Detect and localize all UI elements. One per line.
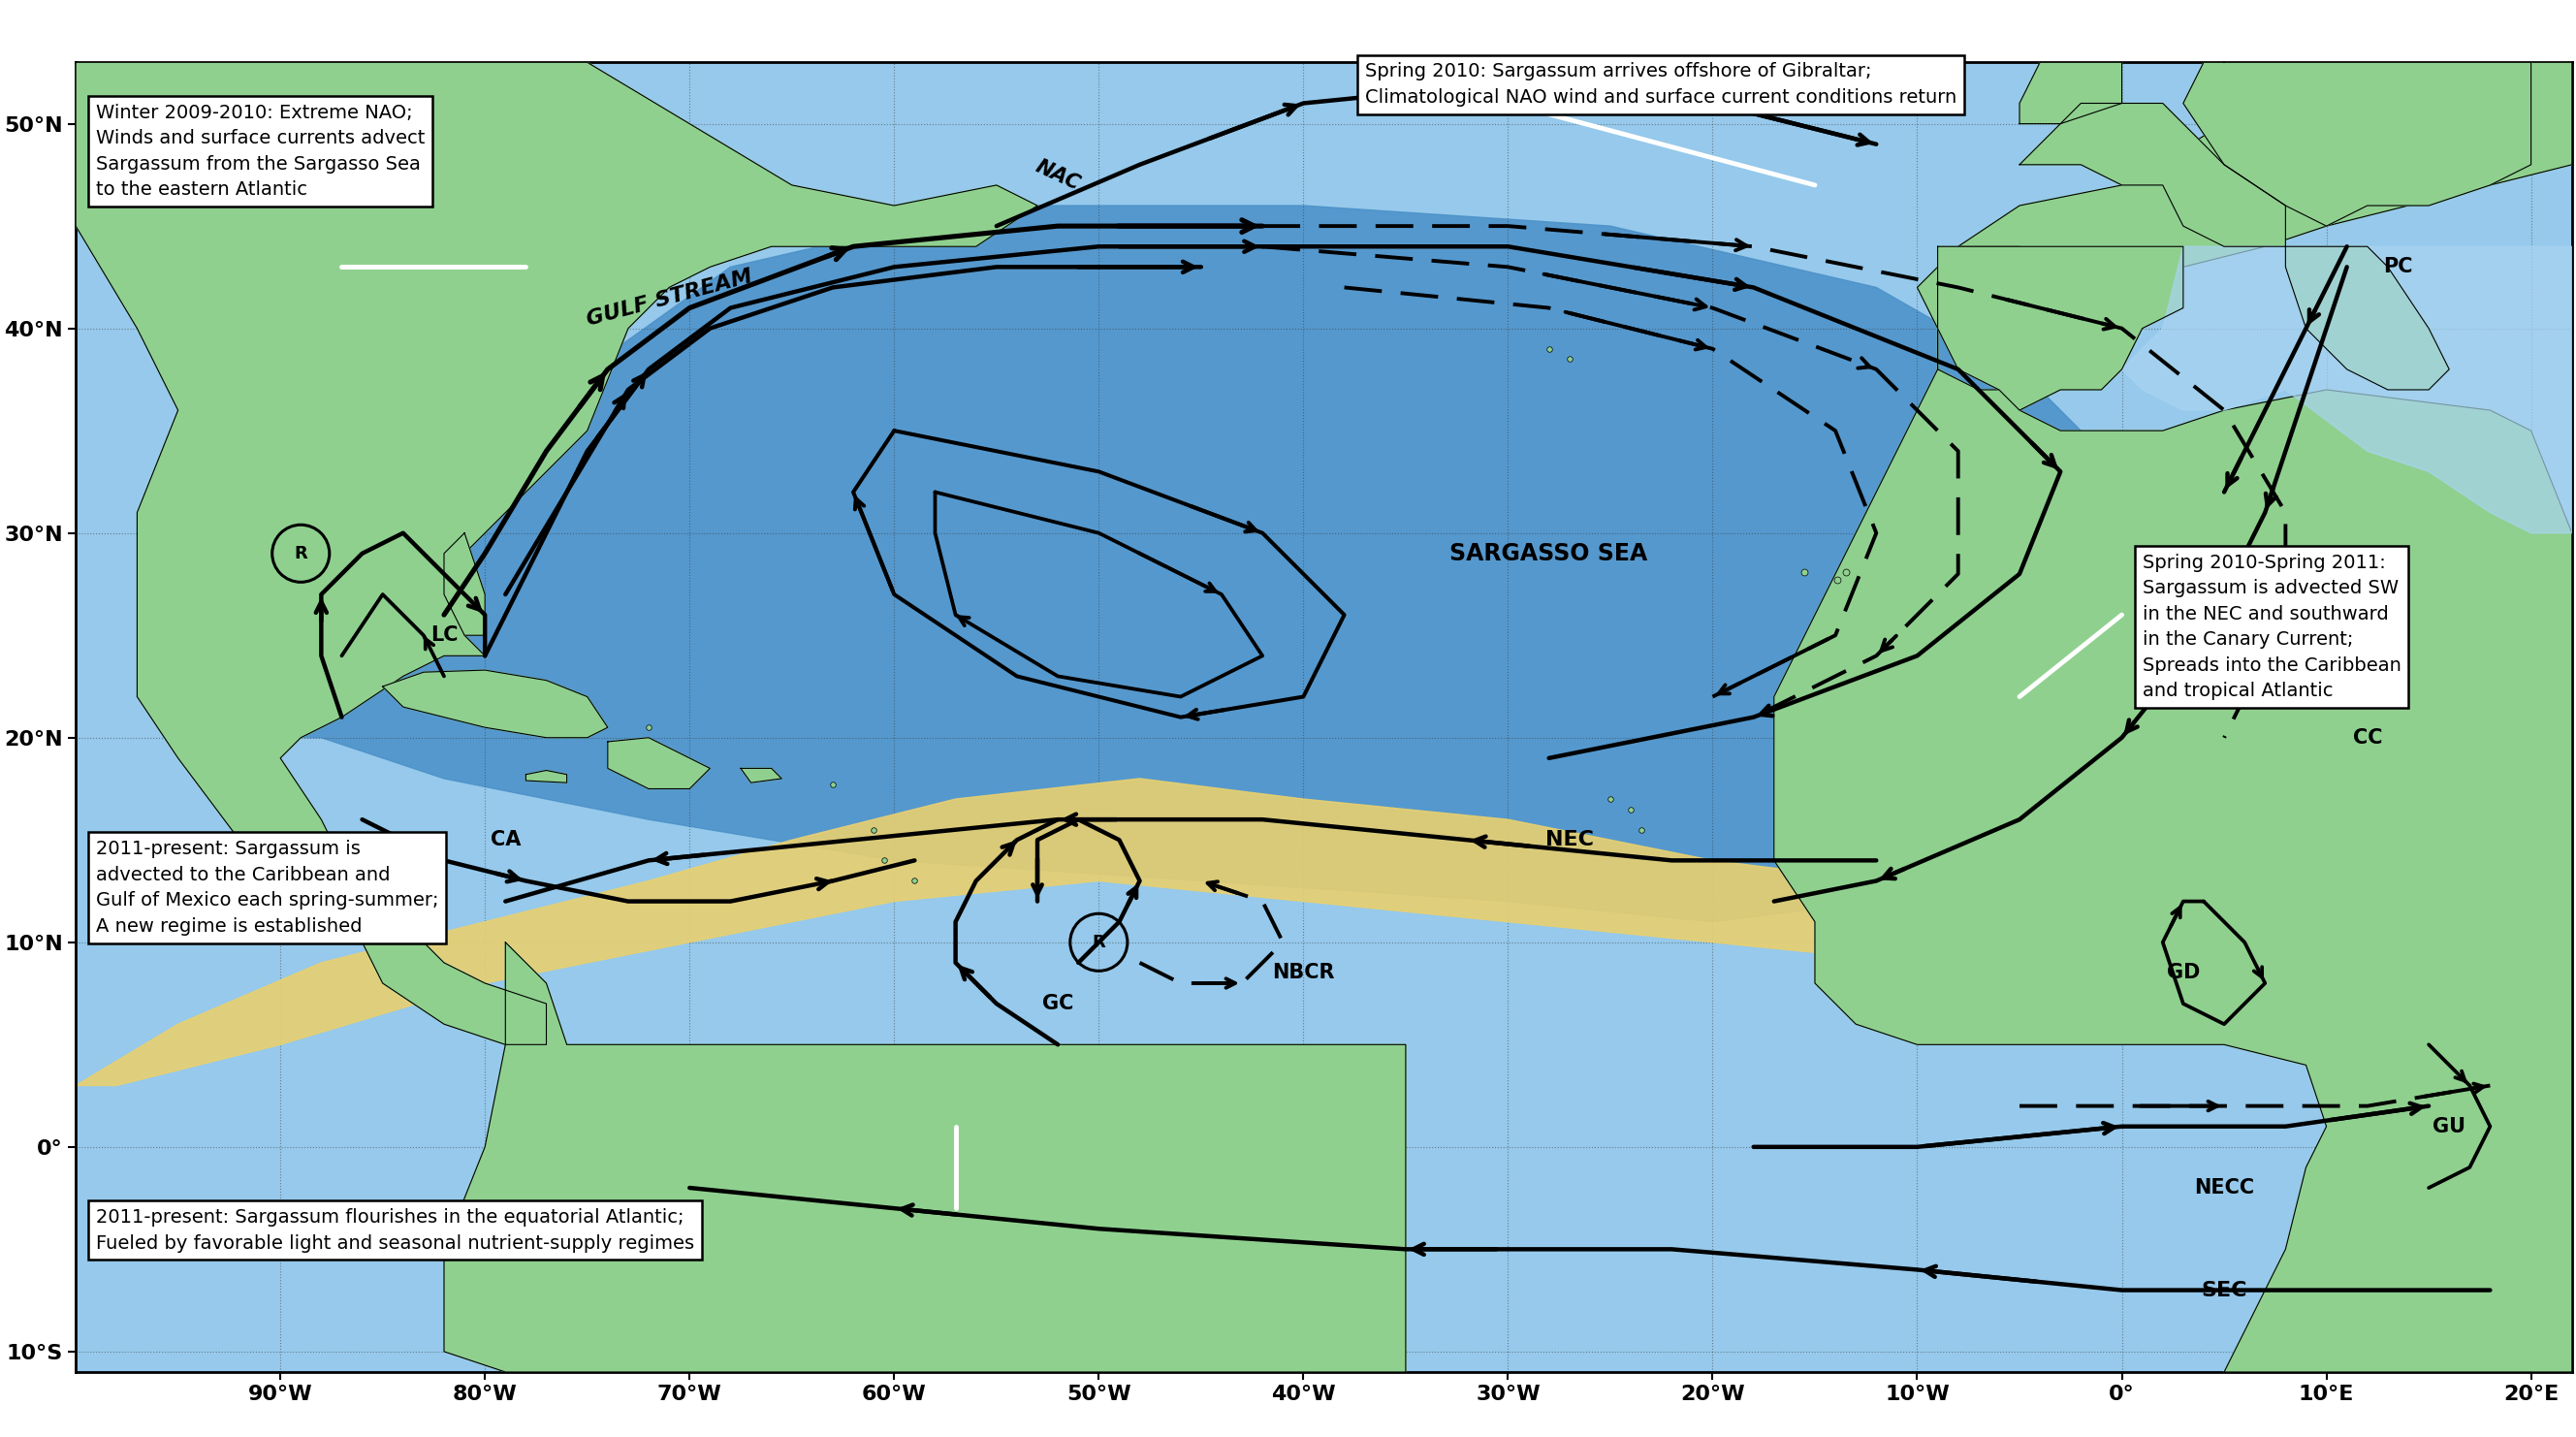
Text: NEC: NEC [1546,831,1595,849]
Ellipse shape [2061,891,2306,1035]
Text: 2011-present: Sargassum flourishes in the equatorial Atlantic;
Fueled by favorab: 2011-present: Sargassum flourishes in th… [95,1209,696,1253]
Text: GD: GD [2166,963,2200,983]
Polygon shape [75,62,2571,1372]
Text: NBCR: NBCR [1273,963,1334,983]
Text: Winter 2009-2010: Extreme NAO;
Winds and surface currents advect
Sargassum from : Winter 2009-2010: Extreme NAO; Winds and… [95,103,425,198]
Polygon shape [384,670,608,737]
Polygon shape [2123,247,2571,533]
Text: R: R [1092,934,1105,951]
Polygon shape [443,533,484,635]
Text: SARGASSO SEA: SARGASSO SEA [1450,542,1649,565]
Text: CC: CC [2352,729,2383,747]
Polygon shape [281,205,2164,921]
Text: GC: GC [1043,994,1074,1013]
Text: NECC: NECC [2195,1178,2254,1197]
Polygon shape [443,943,1406,1372]
Text: GU: GU [2432,1117,2465,1137]
Text: CA: CA [489,831,520,849]
Text: 2011-present: Sargassum is
advected to the Caribbean and
Gulf of Mexico each spr: 2011-present: Sargassum is advected to t… [95,841,438,935]
Text: R: R [294,545,307,562]
Text: NAC: NAC [1033,157,1082,194]
Polygon shape [75,62,1038,1045]
Polygon shape [75,779,2326,1085]
Polygon shape [2020,62,2123,124]
Text: Spring 2010-Spring 2011:
Sargassum is advected SW
in the NEC and southward
in th: Spring 2010-Spring 2011: Sargassum is ad… [2143,553,2401,700]
Polygon shape [1937,247,2184,410]
Polygon shape [2020,103,2285,247]
Text: GULF STREAM: GULF STREAM [585,266,755,329]
Polygon shape [1775,62,2571,1372]
Text: SEC: SEC [2200,1280,2246,1300]
Polygon shape [2184,62,2532,226]
Polygon shape [2285,247,2450,389]
Text: PC: PC [2383,257,2414,277]
Polygon shape [526,770,567,783]
Text: Spring 2010: Sargassum arrives offshore of Gibraltar;
Climatological NAO wind an: Spring 2010: Sargassum arrives offshore … [1365,62,1955,106]
Text: LC: LC [430,625,459,645]
Polygon shape [608,737,711,789]
Polygon shape [742,769,781,783]
